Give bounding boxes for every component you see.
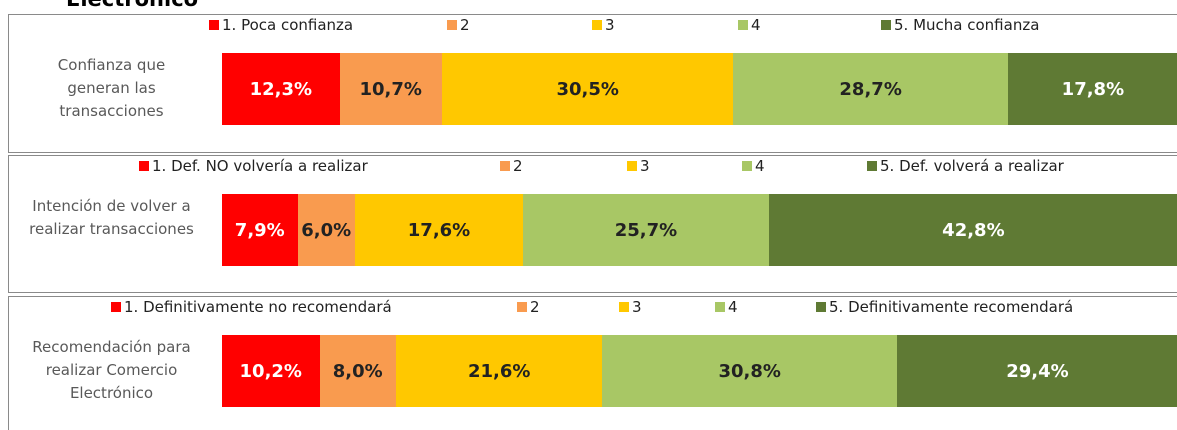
bar-segment: 25,7% <box>523 194 769 266</box>
legend-swatch <box>592 20 602 30</box>
value-label: 10,7% <box>359 78 422 100</box>
legend-label: 5. Definitivamente recomendará <box>829 298 1074 316</box>
bar-segment: 7,9% <box>222 194 298 266</box>
legend-swatch <box>881 20 891 30</box>
legend-swatch <box>738 20 748 30</box>
legend-label: 1. Poca confianza <box>222 16 354 34</box>
legend-item: 2 <box>447 16 470 34</box>
legend-item: 2 <box>517 298 540 316</box>
legend-swatch <box>209 20 219 30</box>
legend-label: 3 <box>632 298 642 316</box>
bar-segment: 28,7% <box>733 53 1008 125</box>
value-label: 7,9% <box>234 219 285 241</box>
chart-panel: 1. Definitivamente no recomendará 2 3 4 5. D… <box>8 296 1177 430</box>
legend-swatch <box>627 161 637 171</box>
legend-swatch <box>715 302 725 312</box>
bar-segment: 29,4% <box>896 335 1177 407</box>
legend-swatch <box>111 302 121 312</box>
bar-segment: 30,5% <box>441 53 734 125</box>
category-label: Intención de volver a realizar transacci… <box>29 197 194 238</box>
legend-label: 3 <box>605 16 615 34</box>
legend-item: 5. Definitivamente recomendará <box>816 298 1073 316</box>
value-label: 30,5% <box>556 78 619 100</box>
value-label: 17,8% <box>1061 78 1125 100</box>
legend-swatch <box>619 302 629 312</box>
legend-item: 1. Def. NO volvería a realizar <box>139 157 368 175</box>
category-label: Confianza que generan las transacciones <box>57 56 166 120</box>
legend-label: 1. Def. NO volvería a realizar <box>152 157 368 175</box>
legend-label: 4 <box>751 16 761 34</box>
legend-item: 2 <box>500 157 523 175</box>
legend-swatch <box>867 161 877 171</box>
value-label: 25,7% <box>614 219 678 241</box>
bar-segment: 30,8% <box>602 335 897 407</box>
bar-segment: 42,8% <box>768 194 1177 266</box>
legend-item: 3 <box>592 16 615 34</box>
legend-label: 2 <box>513 157 523 175</box>
value-label: 42,8% <box>942 219 1005 241</box>
legend-label: 5. Def. volverá a realizar <box>880 157 1064 175</box>
value-label: 12,3% <box>249 78 313 100</box>
legend-item: 1. Definitivamente no recomendará <box>111 298 392 316</box>
bar-segment: 10,7% <box>339 53 442 125</box>
value-label: 8,0% <box>332 360 383 382</box>
value-label: 6,0% <box>301 219 352 241</box>
legend-item: 3 <box>619 298 642 316</box>
chart-title: Electrónico <box>66 0 198 11</box>
legend-swatch <box>500 161 510 171</box>
legend-item: 4 <box>742 157 765 175</box>
legend-label: 1. Definitivamente no recomendará <box>124 298 392 316</box>
value-label: 21,6% <box>468 360 531 382</box>
legend-item: 1. Poca confianza <box>209 16 353 34</box>
chart-panel: 1. Def. NO volvería a realizar 2 3 4 5. Def.… <box>8 155 1177 293</box>
bar-segment: 10,2% <box>222 335 320 407</box>
legend-item: 3 <box>627 157 650 175</box>
bar-segment: 8,0% <box>319 335 396 407</box>
bar-segment: 17,6% <box>354 194 524 266</box>
chart-panel: 1. Poca confianza 2 3 4 5. Mucha confianza Co… <box>8 14 1177 153</box>
legend-label: 2 <box>460 16 470 34</box>
legend-item: 4 <box>715 298 738 316</box>
legend-label: 5. Mucha confianza <box>894 16 1040 34</box>
bar-segment: 6,0% <box>297 194 355 266</box>
legend-item: 5. Def. volverá a realizar <box>867 157 1064 175</box>
legend-label: 4 <box>728 298 738 316</box>
value-label: 30,8% <box>718 360 781 382</box>
value-label: 10,2% <box>239 360 302 382</box>
legend-swatch <box>447 20 457 30</box>
legend-item: 5. Mucha confianza <box>881 16 1039 34</box>
legend-swatch <box>816 302 826 312</box>
legend-label: 2 <box>530 298 540 316</box>
legend-swatch <box>517 302 527 312</box>
value-label: 29,4% <box>1006 360 1069 382</box>
category-label: Recomendación para realizar Comercio Ele… <box>32 338 191 402</box>
legend-item: 4 <box>738 16 761 34</box>
bar-segment: 17,8% <box>1007 53 1177 125</box>
legend-swatch <box>139 161 149 171</box>
bar-segment: 12,3% <box>222 53 340 125</box>
legend-label: 3 <box>640 157 650 175</box>
value-label: 28,7% <box>839 78 902 100</box>
bar-segment: 21,6% <box>395 335 603 407</box>
legend-swatch <box>742 161 752 171</box>
legend-label: 4 <box>755 157 765 175</box>
value-label: 17,6% <box>407 219 471 241</box>
